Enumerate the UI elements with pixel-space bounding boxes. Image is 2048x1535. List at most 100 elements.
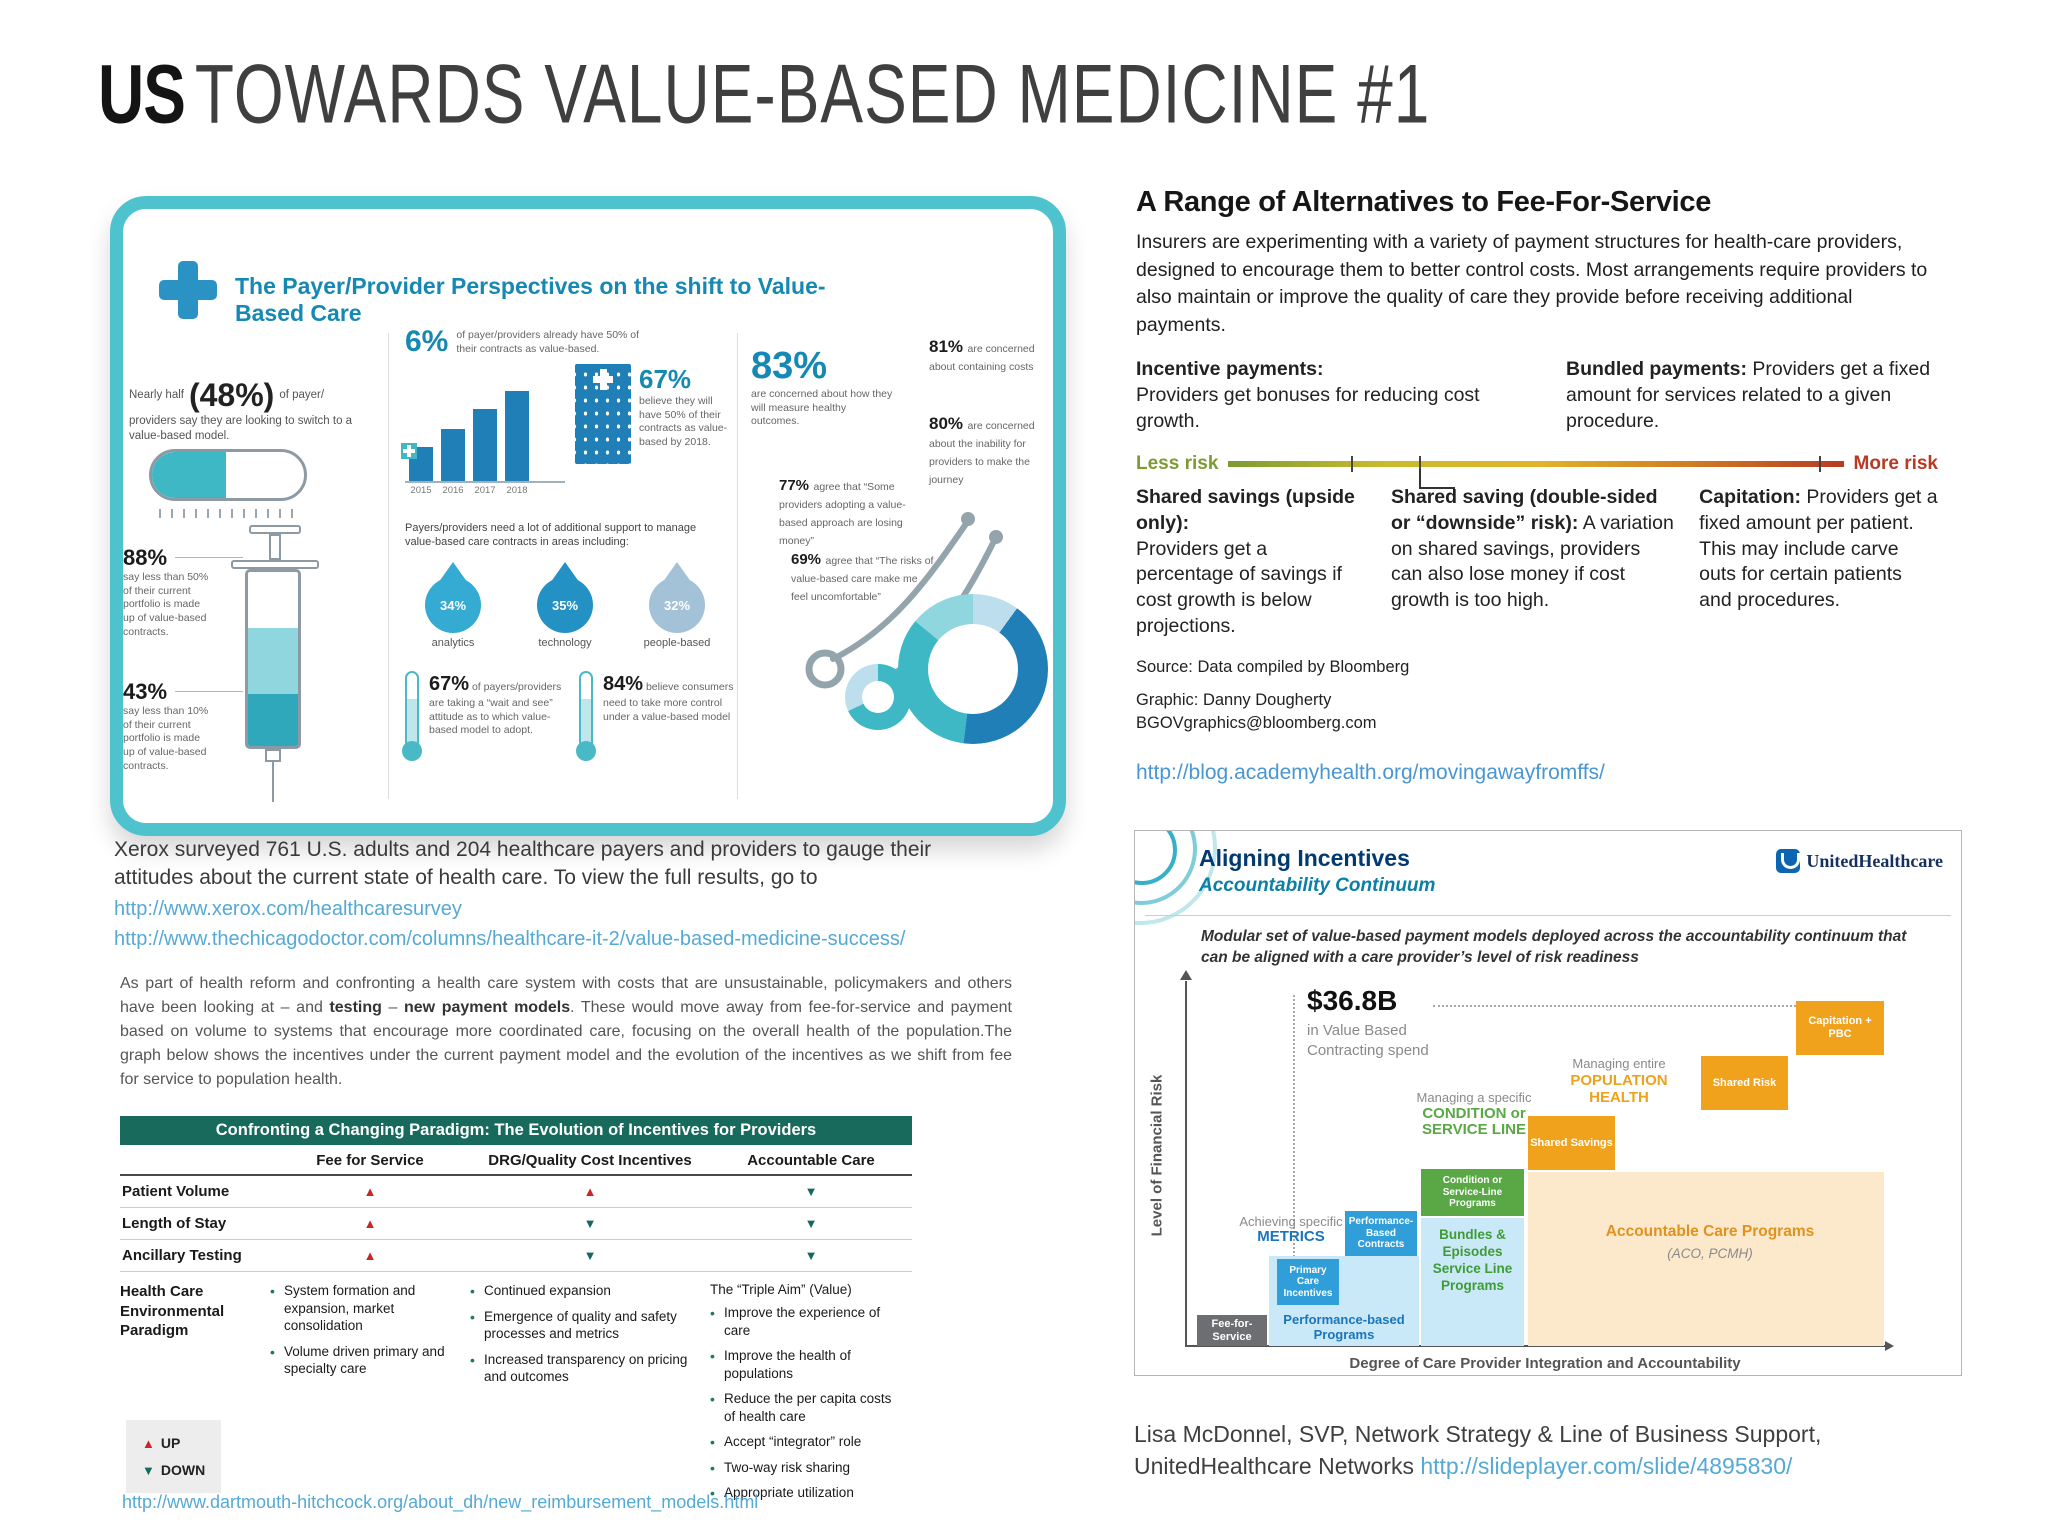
contracts-bar-chart: 2015 2016 2017 2018 [401, 391, 565, 507]
drop-value: 34% [439, 597, 467, 613]
unitedhealthcare-logo: UnitedHealthcare [1776, 849, 1943, 873]
stat-80-value: 80% [929, 414, 964, 433]
population-text: POPULATION HEALTH [1570, 1071, 1668, 1107]
year-label: 2015 [410, 485, 432, 496]
stat-80-block: 80% are concerned about the inability fo… [929, 414, 1041, 488]
incentives-table: Confronting a Changing Paradigm: The Evo… [120, 1116, 912, 1510]
triple-aim-intro: The “Triple Aim” (Value) [710, 1282, 852, 1297]
stat-67-block: 67% believe they will have 50% of their … [575, 364, 735, 464]
block-shared-savings: Shared Savings [1528, 1116, 1615, 1170]
paradigm-row: Health Care Environmental Paradigm Syste… [120, 1272, 912, 1510]
ac-bullet-list: Improve the experience of care Improve t… [710, 1304, 912, 1502]
year-label: 2018 [506, 485, 528, 496]
down-triangle-icon [142, 1462, 155, 1478]
ffs-alternatives-panel: A Range of Alternatives to Fee-For-Servi… [1136, 186, 1938, 785]
divider [1145, 915, 1951, 916]
drop-label: analytics [431, 637, 475, 649]
uhc-logo-text: UnitedHealthcare [1806, 850, 1943, 871]
column-divider [388, 333, 389, 799]
stat-48-suffix: of payer/ [279, 389, 325, 402]
page-title-bold: US [98, 47, 186, 141]
chicagodoctor-link[interactable]: http://www.thechicagodoctor.com/columns/… [114, 927, 906, 950]
uhc-title: Aligning Incentives [1199, 845, 1410, 871]
drop-value: 32% [663, 597, 691, 613]
xerox-text: Xerox surveyed 761 U.S. adults and 204 h… [114, 838, 932, 890]
trend-triangle-icon [584, 1215, 597, 1232]
payer-panel-title: The Payer/Provider Perspectives on the s… [235, 273, 826, 326]
bundled-payments-label: Bundled payments: [1566, 357, 1747, 380]
table-legend: UP DOWN [126, 1420, 222, 1494]
donut-chart-small-icon [845, 664, 911, 730]
block-performance-based-contracts: Performance-Based Contracts [1345, 1211, 1417, 1256]
block-condition-service-line: Condition or Service-Line Programs [1421, 1169, 1524, 1216]
stat-48-value: (48%) [188, 377, 275, 413]
row-label: Length of Stay [120, 1208, 270, 1240]
header-accountable-care: Accountable Care [710, 1145, 912, 1176]
text-fragment: . These would move away from fee-for-ser… [120, 999, 1012, 1088]
thermometer-icon [579, 671, 593, 749]
medical-cross-icon [159, 261, 217, 319]
syringe-icon [215, 525, 335, 805]
page-title: US TOWARDS VALUE-BASED MEDICINE #1 [98, 46, 1430, 142]
stat-83-text: are concerned about how they will measur… [751, 388, 893, 428]
stat-69-text: agree that “The risks of value-based car… [791, 555, 934, 603]
x-axis-arrow [1885, 1341, 1894, 1351]
stat-80-text: are concerned about the inability for pr… [929, 420, 1035, 486]
support-areas: 34% analytics 35% technology 32% people-… [405, 561, 735, 649]
trend-triangle-icon [364, 1183, 377, 1200]
row-label: Patient Volume [120, 1176, 270, 1208]
list-item: Improve the experience of care [710, 1304, 896, 1339]
bundled-payments-text: Providers get a fixed amount for service… [1566, 357, 1931, 433]
x-axis-label: Degree of Care Provider Integration and … [1349, 1355, 1741, 1372]
uhc-shield-icon [1776, 849, 1801, 873]
support-text: Payers/providers need a lot of additiona… [405, 522, 697, 549]
metrics-label: Achieving specific METRICS [1235, 1214, 1347, 1246]
graphic-credit-name: Graphic: Danny Dougherty [1136, 691, 1332, 710]
condition-label: Managing a specific CONDITION or SERVICE… [1393, 1090, 1555, 1139]
xerox-survey-link[interactable]: http://www.xerox.com/healthcaresurvey [114, 897, 462, 920]
capsule-scale-ticks [159, 509, 299, 518]
y-axis-arrow [1180, 970, 1192, 980]
incentive-payments-block: Incentive payments: Providers get bonuse… [1136, 356, 1566, 435]
stat-77-value: 77% [779, 477, 810, 494]
shared-savings-upside-label: Shared savings (upside only): [1136, 485, 1355, 534]
y-axis [1185, 981, 1187, 1347]
stat-83-block: 83% are concerned about how they will me… [751, 345, 893, 429]
list-item: System formation and expansion, market c… [270, 1282, 454, 1335]
table-title: Confronting a Changing Paradigm: The Evo… [120, 1116, 912, 1145]
ffs-title: A Range of Alternatives to Fee-For-Servi… [1136, 186, 1712, 218]
stat-84-block: 84% believe consumers need to take more … [579, 671, 739, 749]
list-item: Appropriate utilization [710, 1484, 896, 1502]
slideplayer-link[interactable]: http://slideplayer.com/slide/4895830/ [1420, 1453, 1793, 1480]
stat-67-value: 67% [639, 364, 692, 394]
list-item: Volume driven primary and specialty care [270, 1343, 454, 1378]
incentive-payments-text: Providers get bonuses for reducing cost … [1136, 384, 1480, 433]
list-item: Continued expansion [470, 1282, 694, 1300]
value-based-spend-sub: in Value Based Contracting spend [1307, 1022, 1429, 1059]
acp-sub: (ACO, PCMH) [1667, 1246, 1753, 1261]
risk-tick [1419, 455, 1422, 472]
list-item: Emergence of quality and safety processe… [470, 1308, 694, 1343]
bundled-payments-block: Bundled payments: Providers get a fixed … [1566, 356, 1938, 435]
academyhealth-link[interactable]: http://blog.academyhealth.org/movingaway… [1136, 761, 1605, 785]
intro-paragraph: As part of health reform and confronting… [120, 972, 1012, 1092]
stat-43-block: 43% say less than 10% of their current p… [123, 679, 211, 773]
legend-up-label: UP [160, 1435, 181, 1451]
block-primary-care-incentives: Primary Care Incentives [1277, 1259, 1339, 1305]
xerox-note: Xerox surveyed 761 U.S. adults and 204 h… [114, 836, 1014, 953]
thermometer-stats: 67% of payers/providers are taking a “wa… [405, 671, 739, 749]
trend-triangle-icon [805, 1215, 818, 1232]
text-fragment: – [381, 999, 404, 1016]
shared-savings-downside-block: Shared saving (double-sided or “downside… [1391, 485, 1699, 641]
bar-2017 [473, 409, 497, 481]
list-item: Accept “integrator” role [710, 1433, 896, 1451]
row-label: Ancillary Testing [120, 1240, 270, 1272]
risk-tick [1351, 455, 1354, 472]
dartmouth-link[interactable]: http://www.dartmouth-hitchcock.org/about… [122, 1492, 759, 1512]
trend-triangle-icon [364, 1215, 377, 1232]
stat-77-text: agree that “Some providers adopting a va… [779, 481, 906, 547]
list-item: Reduce the per capita costs of health ca… [710, 1390, 896, 1425]
shared-savings-upside-block: Shared savings (upside only): Providers … [1136, 485, 1391, 641]
stat-88-value: 88% [123, 545, 168, 570]
medical-cross-mini-icon [401, 443, 417, 459]
